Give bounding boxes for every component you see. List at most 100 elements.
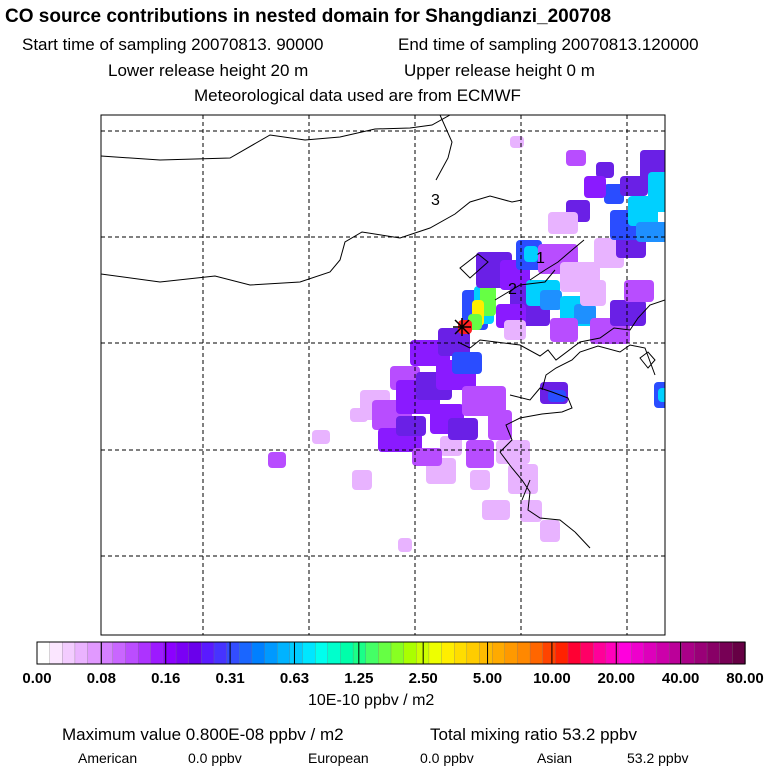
region-label-3: 3 xyxy=(431,192,440,209)
plume-cell xyxy=(604,184,624,204)
colorbar-cell xyxy=(277,641,291,665)
colorbar-cell xyxy=(656,641,670,665)
plume-cell xyxy=(470,470,490,490)
met-data-label: Meteorological data used are from ECMWF xyxy=(194,86,521,105)
colorbar-cell xyxy=(504,641,519,665)
plume-cell xyxy=(624,280,654,302)
colorbar-cell xyxy=(491,641,506,665)
plume-cell xyxy=(312,430,330,444)
plume-cell xyxy=(398,538,412,552)
colorbar-cell xyxy=(479,641,493,665)
colorbar-tick-label: 1.25 xyxy=(344,670,374,687)
start-time-label: Start time of sampling 20070813. 90000 xyxy=(22,35,324,54)
colorbar-tick-label: 20.00 xyxy=(597,670,636,687)
european-label: European xyxy=(308,750,369,766)
maximum-value-label: Maximum value 0.800E-08 ppbv / m2 xyxy=(62,725,344,744)
colorbar-tick-label: 40.00 xyxy=(661,670,700,687)
colorbar-cell xyxy=(681,641,696,665)
plume-cell xyxy=(466,440,494,468)
colorbar-tick-label: 80.00 xyxy=(726,670,764,687)
plume-cell xyxy=(566,150,586,166)
plume-cell xyxy=(396,416,426,436)
colorbar-cell xyxy=(49,641,64,665)
plume-cell xyxy=(268,452,286,468)
colorbar-cell xyxy=(314,641,329,665)
plume-cell xyxy=(488,410,512,440)
colorbar-cell xyxy=(706,641,721,665)
colorbar-cell xyxy=(251,641,266,665)
colorbar-cell xyxy=(137,641,152,665)
colorbar-cell xyxy=(593,641,607,665)
plume-cell xyxy=(352,470,372,490)
plume-cell xyxy=(452,352,482,374)
colorbar-cell xyxy=(74,641,89,665)
chart-title: CO source contributions in nested domain… xyxy=(5,6,612,27)
colorbar-cell xyxy=(352,641,367,665)
plume-cell xyxy=(482,500,510,520)
asian-label: Asian xyxy=(537,750,573,766)
american-value: 0.0 ppbv xyxy=(188,750,242,766)
colorbar-cell xyxy=(466,641,481,665)
plume-cell xyxy=(550,318,578,342)
receptor-star-icon xyxy=(453,318,471,336)
colorbar-cell xyxy=(605,641,620,665)
colorbar-cell xyxy=(340,641,354,665)
plume-cell xyxy=(648,172,665,212)
european-value: 0.0 ppbv xyxy=(420,750,474,766)
colorbar-cell xyxy=(618,641,632,665)
colorbar-unit-label: 10E-10 ppbv / m2 xyxy=(308,692,435,709)
asian-value: 53.2 ppbv xyxy=(627,750,689,766)
colorbar-tick-label: 0.16 xyxy=(151,670,181,687)
grid-lines xyxy=(101,115,665,635)
colorbar-cell xyxy=(529,641,544,665)
colorbar-cell xyxy=(428,641,443,665)
colorbar-cell xyxy=(403,641,418,665)
coastline-borders xyxy=(101,115,665,549)
colorbar-cell xyxy=(454,641,468,665)
colorbar-cell xyxy=(226,641,241,665)
plume-cell xyxy=(574,304,596,324)
colorbar-tick-label: 0.63 xyxy=(279,670,310,687)
colorbar-cell xyxy=(517,641,531,665)
colorbar-cell xyxy=(112,641,127,665)
map-frame xyxy=(100,114,666,636)
colorbar-cell xyxy=(643,641,658,665)
colorbar-cell xyxy=(100,641,114,665)
region-label-1: 1 xyxy=(536,250,545,267)
colorbar-cell xyxy=(302,641,316,665)
colorbar-cell xyxy=(239,641,253,665)
plume-cell xyxy=(584,176,606,198)
colorbar-cell xyxy=(390,641,405,665)
colorbar-cell xyxy=(62,641,76,665)
colorbar-cell xyxy=(289,641,304,665)
colorbar-major-ticks xyxy=(36,642,746,664)
colorbar-cell xyxy=(378,641,392,665)
plume-cell xyxy=(462,386,506,416)
colorbar-tick-label: 0.00 xyxy=(22,670,52,687)
colorbar-cell xyxy=(125,641,139,665)
plume-cell xyxy=(524,246,538,262)
plume-cell xyxy=(596,162,614,178)
colorbar-cell xyxy=(36,641,51,665)
colorbar-cell xyxy=(694,641,708,665)
colorbar-cell xyxy=(327,641,342,665)
plume-cell xyxy=(560,262,600,292)
region-label-2: 2 xyxy=(508,281,517,298)
colorbar-tick-label: 5.00 xyxy=(472,670,503,687)
colorbar-cell xyxy=(732,641,746,665)
plume-cell xyxy=(540,520,560,542)
upper-release-height-label: Upper release height 0 m xyxy=(404,61,595,80)
plume-cell xyxy=(520,500,542,522)
colorbar-cell xyxy=(201,641,215,665)
colorbar-cell xyxy=(87,641,101,665)
colorbar-cell xyxy=(555,641,569,665)
lower-release-height-label: Lower release height 20 m xyxy=(108,61,309,80)
colorbar-cell xyxy=(542,641,557,665)
american-label: American xyxy=(78,750,138,766)
colorbar-cell xyxy=(213,641,228,665)
plume-cell xyxy=(412,448,442,466)
colorbar-cell xyxy=(441,641,455,665)
colorbar-cell xyxy=(631,641,645,665)
